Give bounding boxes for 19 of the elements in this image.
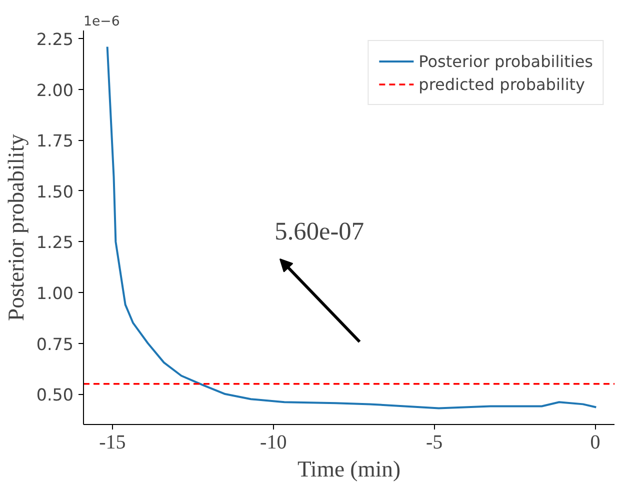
x-tick-label: -5: [426, 432, 443, 454]
y-tick-label: 0.50: [36, 386, 74, 405]
y-tick-label: 1.00: [36, 284, 74, 303]
line-series: [106, 46, 598, 410]
y-tick-label: 2.00: [36, 80, 74, 100]
y-tick-label: 1.50: [36, 182, 74, 202]
y-axis-title: Posterior probability: [3, 133, 28, 321]
legend-label: predicted probability: [418, 74, 586, 94]
text: 1e−6: [84, 14, 120, 30]
legend-label: Posterior probabilities: [418, 52, 593, 70]
x-tick-label: -15: [99, 432, 126, 454]
x-axis-title: Time (min): [297, 456, 401, 482]
y-tick-label: 2.25: [36, 30, 74, 50]
y-tick-label: 1.25: [36, 233, 74, 252]
annotation: 5.60e-07: [274, 217, 364, 246]
y-tick-label: 0.75: [36, 334, 74, 354]
x-tick-label: 0: [590, 432, 600, 454]
y-tick-label: 1.75: [36, 132, 74, 151]
x-tick-label: -10: [260, 432, 287, 454]
